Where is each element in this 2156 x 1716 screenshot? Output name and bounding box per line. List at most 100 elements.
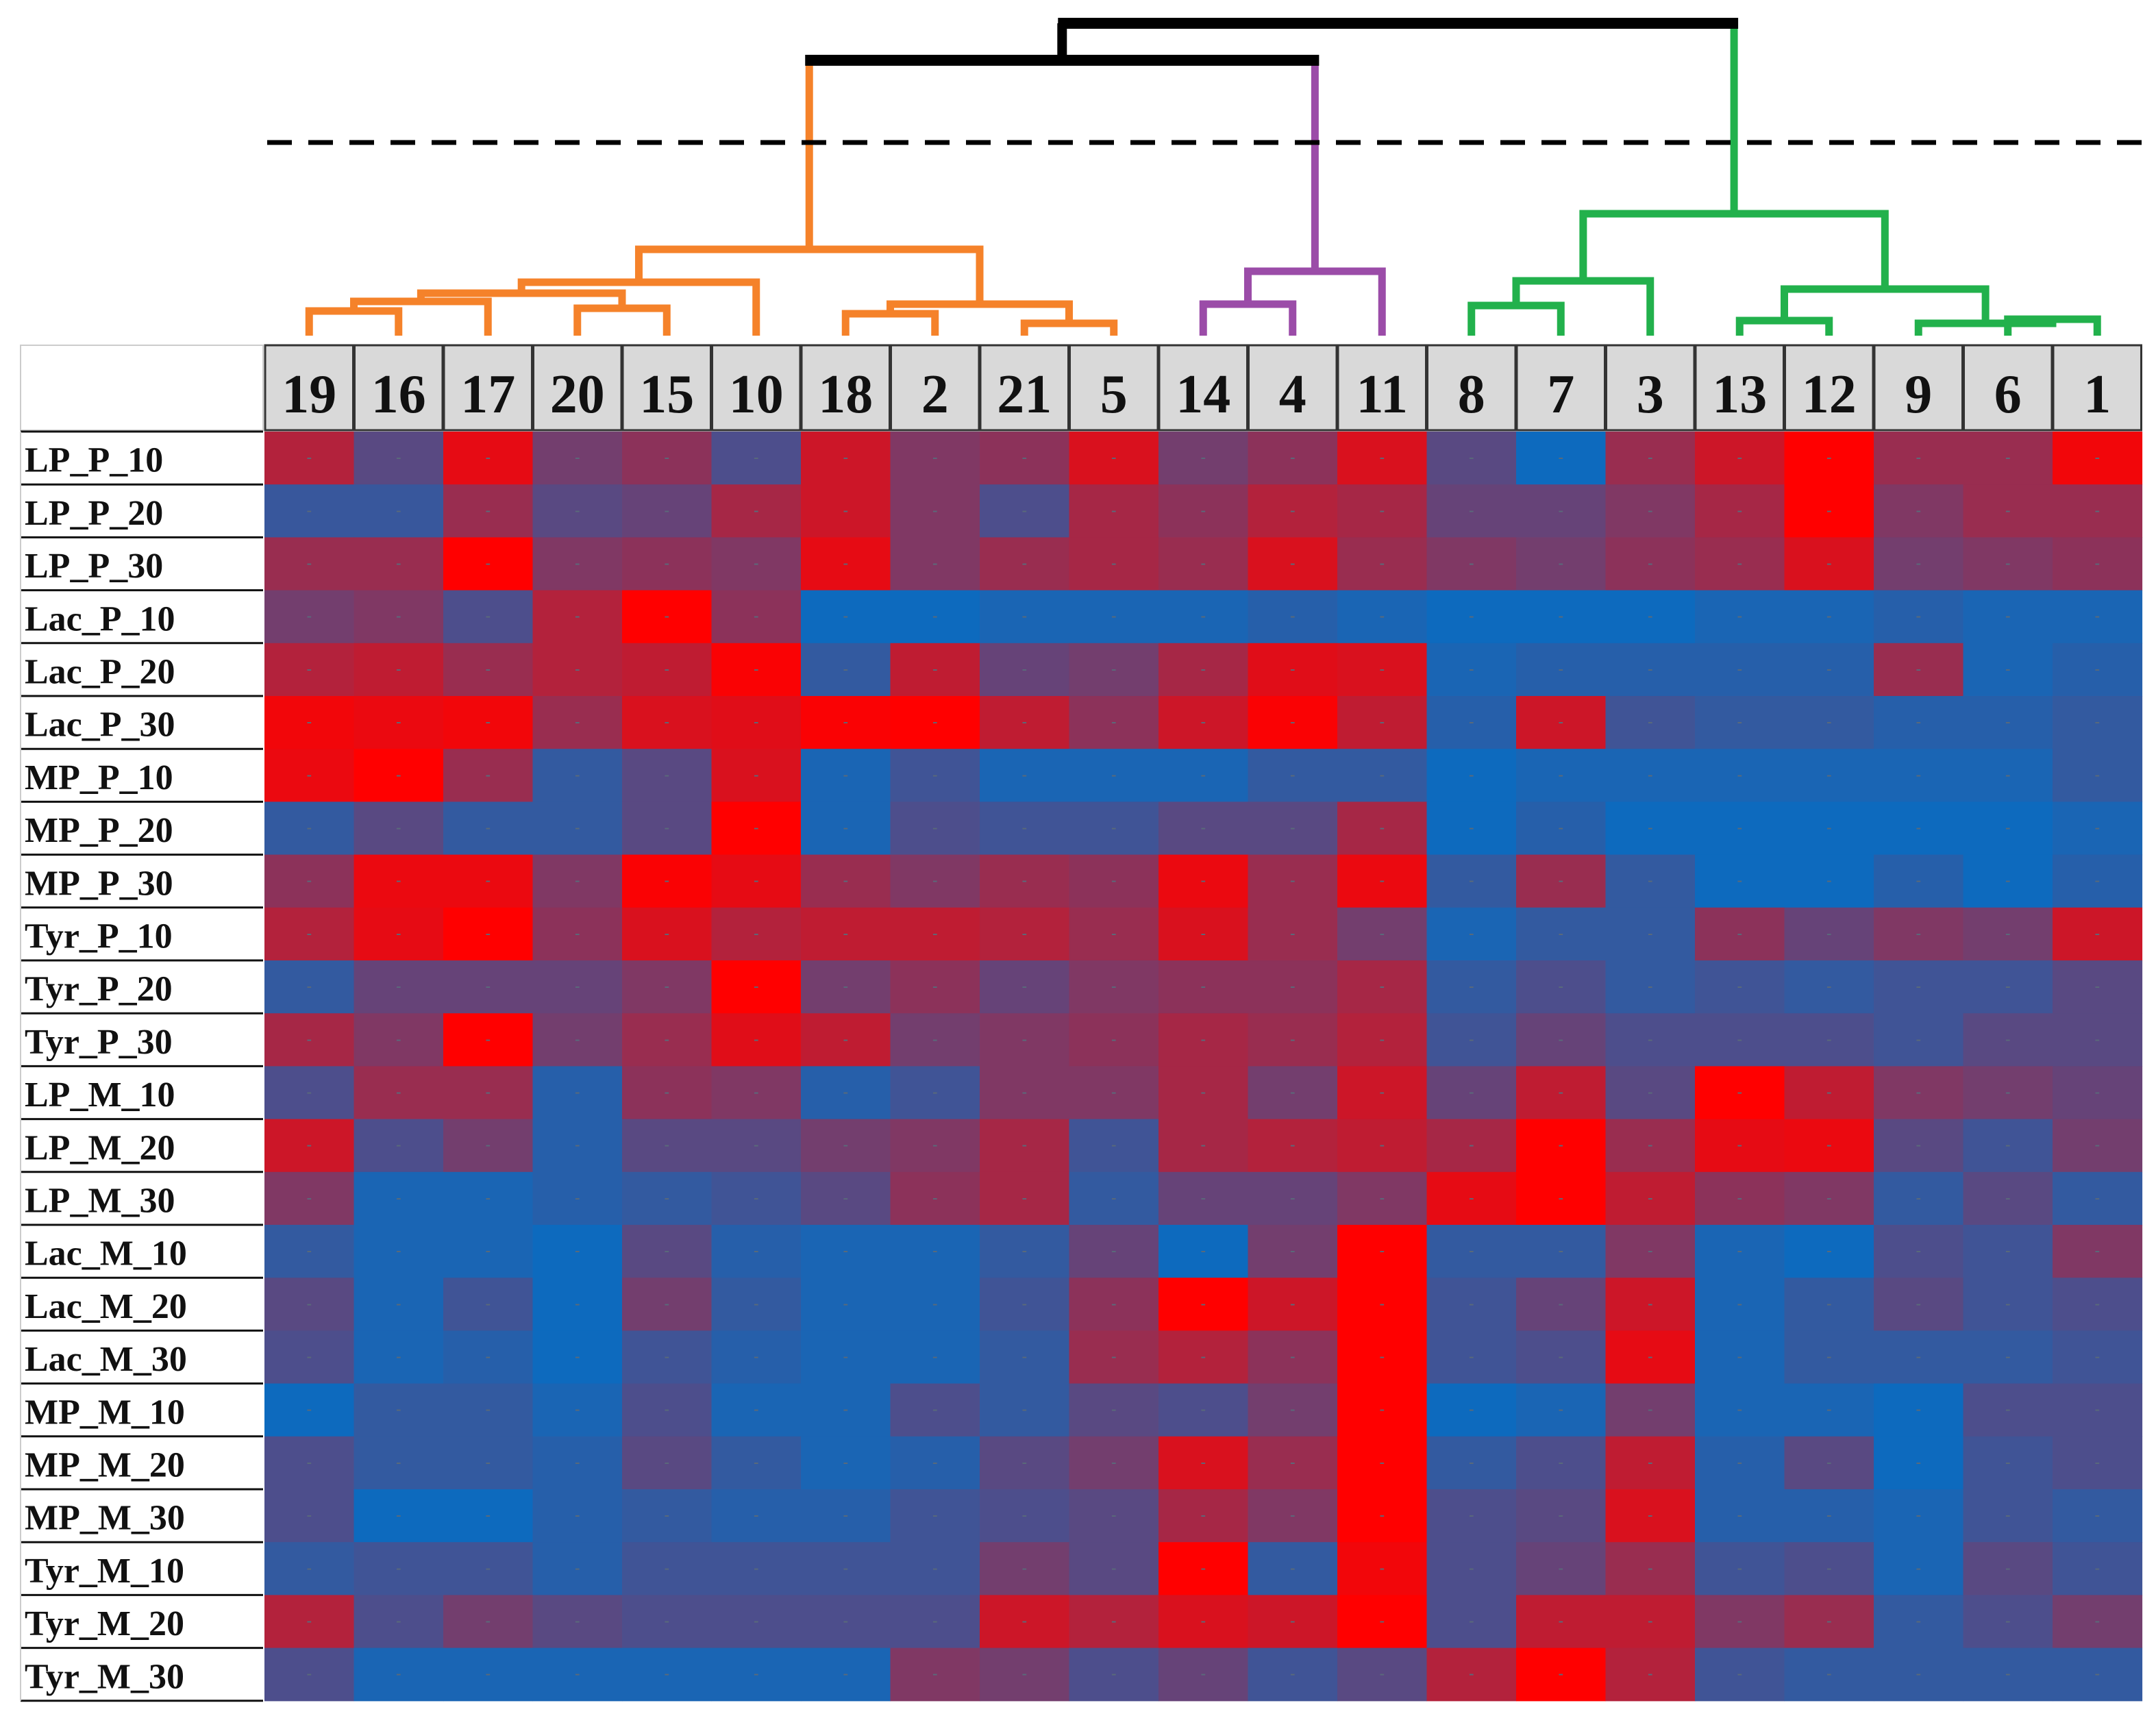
heatmap-cell (1874, 907, 1964, 961)
heatmap-cell (1874, 960, 1964, 1014)
heatmap-cell (622, 1383, 713, 1437)
cell-mark: - (575, 607, 580, 624)
cell-mark: - (843, 819, 848, 836)
cell-mark: - (2005, 1030, 2010, 1047)
heatmap-cell (1963, 1013, 2053, 1067)
cell-mark: - (1111, 819, 1116, 836)
cell-mark: - (1559, 449, 1563, 466)
cell-mark: - (1380, 1295, 1385, 1312)
cell-mark: - (1737, 607, 1742, 624)
cell-mark: - (754, 449, 758, 466)
heatmap-cell (1963, 907, 2053, 961)
heatmap-cell (890, 854, 980, 908)
heatmap-cell (1158, 854, 1249, 908)
column-header-cell (1069, 344, 1159, 432)
heatmap-cell (1874, 537, 1964, 591)
cell-mark: - (1737, 1347, 1742, 1365)
cell-mark: - (486, 554, 491, 571)
cell-mark: - (665, 501, 669, 519)
heatmap-cells: - - - - - - - - - - - - - - - - - - - - - - - - - - - - - - - - - - - - - - - -… (264, 432, 2143, 1702)
cell-mark: - (1916, 660, 1921, 677)
cell-mark: - (575, 1083, 580, 1100)
heatmap-cell (443, 1436, 534, 1490)
row-label: Lac_P_10 (25, 599, 175, 638)
heatmap-cell (443, 1066, 534, 1120)
column-label: 14 (1176, 364, 1230, 425)
cell-mark: - (1648, 501, 1652, 519)
cell-mark: - (575, 1400, 580, 1417)
cell-mark: - (1916, 501, 1921, 519)
heatmap-cell (622, 960, 713, 1014)
cell-mark: - (575, 554, 580, 571)
cell-mark: - (1290, 1295, 1295, 1312)
heatmap-cell (622, 749, 713, 802)
cell-mark: - (754, 713, 758, 730)
cell-mark: - (1380, 1506, 1385, 1524)
cell-mark: - (1826, 1612, 1831, 1629)
row-label: Tyr_P_10 (25, 917, 173, 956)
cell-mark: - (843, 978, 848, 995)
heatmap-cell (1426, 590, 1517, 644)
heatmap-cell (1516, 484, 1607, 538)
heatmap-cell (711, 1013, 802, 1067)
cell-mark: - (1826, 1559, 1831, 1576)
heatmap-cell (1605, 1542, 1696, 1595)
heatmap-cell (1337, 590, 1428, 644)
cell-mark: - (1648, 1400, 1652, 1417)
heatmap-cell (711, 1225, 802, 1278)
heatmap-cell (980, 1489, 1070, 1543)
heatmap-cell (711, 1330, 802, 1384)
heatmap-cell (980, 1278, 1070, 1331)
cell-mark: - (1111, 713, 1116, 730)
cell-mark: - (665, 713, 669, 730)
cell-mark: - (1648, 1189, 1652, 1206)
cell-mark: - (1022, 607, 1027, 624)
cell-mark: - (486, 713, 491, 730)
cell-mark: - (2095, 449, 2100, 466)
heatmap-cell (264, 1225, 355, 1278)
heatmap-cell (711, 1171, 802, 1226)
column-dendrogram (267, 18, 2151, 336)
cell-mark: - (1290, 978, 1295, 995)
cell-mark: - (1290, 1612, 1295, 1629)
heatmap-cell (1963, 960, 2053, 1014)
heatmap-cell (354, 1647, 444, 1702)
cell-mark: - (1916, 1559, 1921, 1576)
cell-mark: - (754, 1400, 758, 1417)
heatmap-cell (622, 1119, 713, 1173)
heatmap-cell (354, 432, 444, 485)
heatmap-cell (264, 1542, 355, 1595)
heatmap-cell (1158, 1225, 1249, 1278)
cell-mark: - (1648, 607, 1652, 624)
cell-mark: - (1648, 871, 1652, 888)
cell-mark: - (486, 1453, 491, 1470)
heatmap-cell (890, 1595, 980, 1649)
heatmap-cell (354, 1436, 444, 1490)
heatmap-cell (711, 590, 802, 644)
heatmap-cell (1695, 1542, 1785, 1595)
heatmap-cell (1337, 801, 1428, 856)
heatmap-cell (1248, 801, 1338, 856)
heatmap-cell (1874, 1278, 1964, 1331)
heatmap-cell (890, 432, 980, 485)
cell-mark: - (307, 766, 312, 783)
heatmap-cell (801, 590, 891, 644)
heatmap-cell (622, 1171, 713, 1226)
cell-mark: - (1469, 1665, 1474, 1682)
cell-mark: - (307, 1347, 312, 1365)
cell-mark: - (1826, 1295, 1831, 1312)
heatmap-cell (1874, 1013, 1964, 1067)
heatmap-cell (980, 749, 1070, 802)
heatmap-cell (1337, 1436, 1428, 1490)
cell-mark: - (754, 1030, 758, 1047)
cell-mark: - (754, 1559, 758, 1576)
cell-mark: - (1559, 501, 1563, 519)
cell-mark: - (307, 449, 312, 466)
cell-mark: - (396, 766, 401, 783)
cell-mark: - (396, 924, 401, 941)
heatmap-cell (1426, 960, 1517, 1014)
cell-mark: - (1737, 501, 1742, 519)
heatmap-cell (532, 1013, 623, 1067)
heatmap-cell (801, 432, 891, 485)
heatmap-cell (1605, 1436, 1696, 1490)
